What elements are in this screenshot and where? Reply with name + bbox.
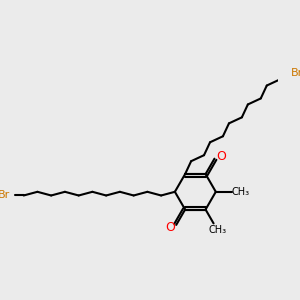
Text: Br: Br [0,190,11,200]
Text: O: O [216,150,226,164]
Text: CH₃: CH₃ [232,187,250,197]
Text: O: O [165,221,175,234]
Text: CH₃: CH₃ [208,226,226,236]
Text: Br: Br [291,68,300,78]
